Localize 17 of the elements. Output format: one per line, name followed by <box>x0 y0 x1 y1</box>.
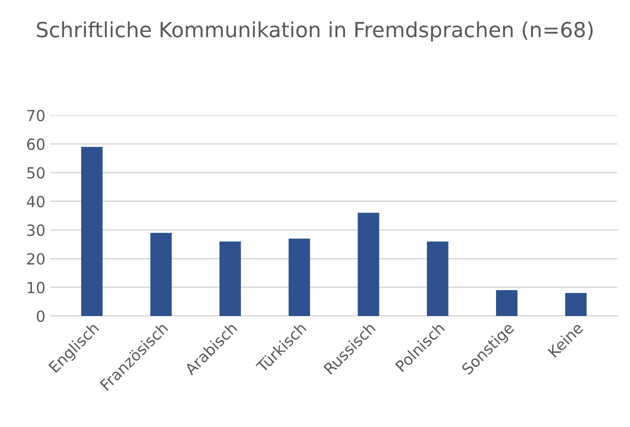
bar <box>219 241 241 316</box>
bar <box>426 241 448 316</box>
y-tick-label: 40 <box>26 196 45 208</box>
chart-title: Schriftliche Kommunikation in Fremdsprachen (n=68) <box>36 21 593 42</box>
bar <box>565 293 587 316</box>
y-tick-label: 50 <box>27 167 45 179</box>
bar <box>358 212 380 316</box>
y-tick-label: 70 <box>27 110 45 122</box>
y-tick-label: 20 <box>27 253 45 265</box>
y-tick-label: 0 <box>36 310 45 322</box>
bar <box>150 232 172 316</box>
y-tick-label: 60 <box>27 138 45 150</box>
bar <box>288 238 310 316</box>
y-tick-label: 30 <box>27 224 45 236</box>
bar <box>496 290 518 316</box>
y-tick-label: 10 <box>28 282 45 294</box>
bar <box>81 146 103 316</box>
